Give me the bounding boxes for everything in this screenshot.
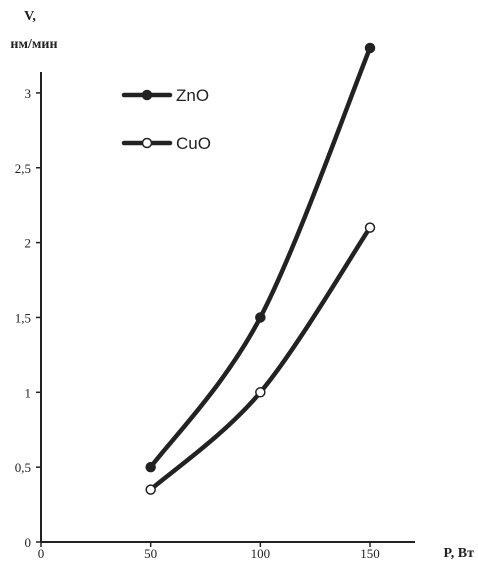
x-tick-label: 50 — [144, 546, 157, 561]
data-point-cuo — [364, 222, 376, 233]
axes — [40, 72, 415, 543]
x-tick-label: 150 — [360, 546, 380, 561]
y-tick-label: 3 — [25, 86, 32, 101]
series-line-cuo — [148, 225, 373, 492]
y-tick-label: 0,5 — [15, 460, 31, 475]
x-tick-label: 0 — [38, 546, 45, 561]
legend-marker-zno — [141, 89, 153, 101]
y-tick-label: 1 — [25, 385, 32, 400]
y-tick-label: 0 — [25, 535, 32, 550]
data-point-zno — [364, 42, 376, 54]
x-axis-title: P, Вт — [444, 546, 475, 561]
y-tick-label: 2,5 — [15, 161, 31, 176]
ticks: 0 0,5 1 1,5 2 2,5 3 0 50 100 150 — [15, 86, 380, 561]
data-point-cuo — [145, 484, 156, 495]
x-tick-label: 100 — [251, 546, 271, 561]
legend-label-zno: ZnO — [176, 86, 209, 105]
data-point-zno — [255, 312, 266, 323]
y-axis-title-line1: V, — [24, 9, 36, 24]
legend-marker-cuo — [141, 137, 153, 149]
series-layer — [145, 42, 376, 495]
legend: ZnO CuO — [121, 86, 211, 153]
y-tick-label: 2 — [25, 236, 32, 251]
series-line-zno — [148, 45, 373, 470]
data-point-zno — [145, 461, 156, 473]
y-axis-title-line2: нм/мин — [10, 37, 57, 52]
legend-label-cuo: CuO — [176, 134, 211, 153]
y-tick-label: 1,5 — [15, 310, 31, 325]
data-point-cuo — [255, 387, 266, 398]
